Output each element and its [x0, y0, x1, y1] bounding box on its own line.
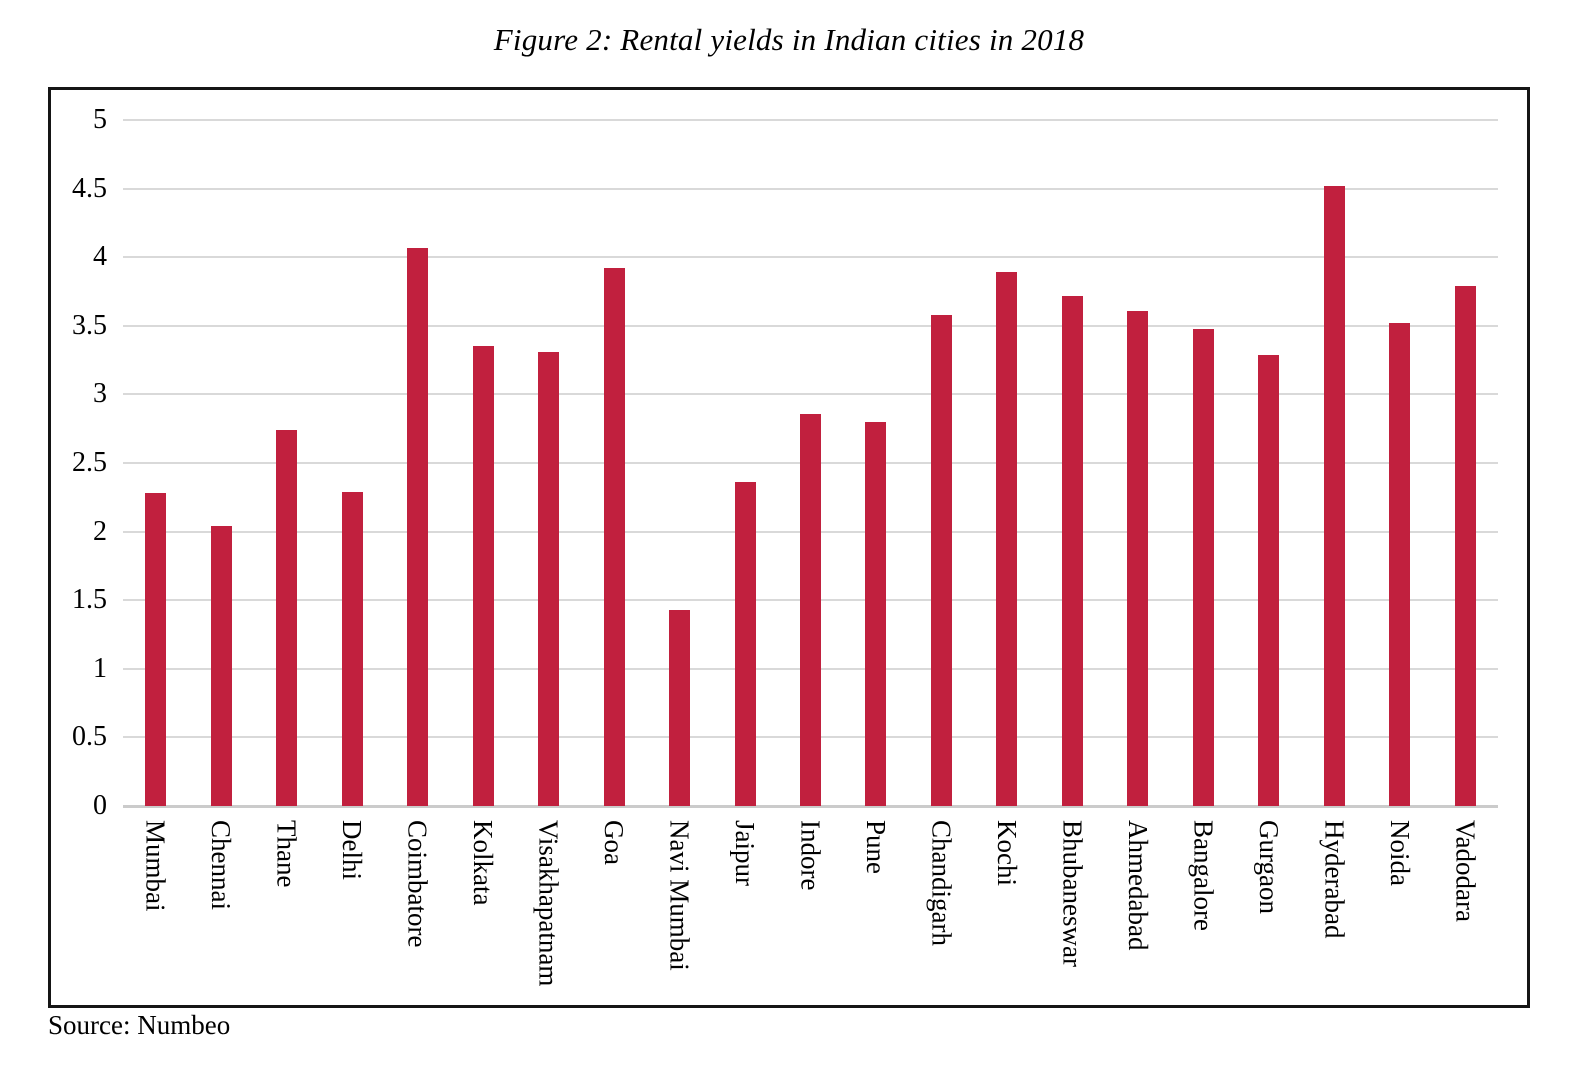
bar-goa	[603, 268, 625, 806]
x-category-label: Mumbai	[140, 820, 171, 912]
x-category-label: Noida	[1384, 820, 1415, 886]
bar-chennai	[210, 526, 232, 806]
bar-bhubaneswar	[1061, 295, 1083, 806]
bar-chandigarh	[930, 314, 952, 806]
x-category-label: Chennai	[206, 820, 237, 910]
y-tick-label: 4	[93, 241, 107, 273]
x-category-label: Delhi	[337, 820, 368, 880]
bar-coimbatore	[407, 247, 429, 806]
chart-frame: 5 4.5 4 3.5 3 2.5 2 1.5 1 0.5 0 Mumbai Chennai Thane D…	[48, 87, 1530, 1008]
bar-indore	[800, 413, 821, 806]
gridline	[123, 256, 1498, 259]
x-category-label: Chandigarh	[926, 820, 957, 946]
y-tick-label: 2.5	[72, 447, 107, 478]
bar-kochi	[996, 272, 1018, 806]
x-category-label: Coimbatore	[402, 820, 433, 948]
bar-noida	[1389, 323, 1411, 806]
bar-bangalore	[1192, 328, 1214, 806]
chart-title: Figure 2: Rental yields in Indian cities…	[493, 22, 1085, 57]
bar-visakhapatnam	[538, 351, 560, 806]
x-axis-line	[123, 804, 1498, 808]
x-category-label: Indore	[795, 820, 826, 891]
x-category-label: Kolkata	[468, 820, 499, 906]
bar-delhi	[341, 491, 363, 806]
bar-hyderabad	[1323, 185, 1345, 806]
bar-navi-mumbai	[669, 609, 691, 806]
y-tick-label: 2	[93, 515, 107, 547]
bar-gurgaon	[1258, 354, 1280, 806]
bar-mumbai	[145, 493, 167, 806]
bar-vadodara	[1454, 286, 1476, 806]
bar-ahmedabad	[1127, 310, 1149, 806]
x-category-label: Visakhapatnam	[533, 820, 564, 987]
bar-thane	[276, 430, 298, 806]
x-category-label: Bhubaneswar	[1057, 820, 1088, 967]
y-tick-label: 5	[93, 104, 107, 135]
y-tick-label: 0.5	[72, 721, 107, 753]
y-tick-label: 3.5	[72, 309, 107, 341]
x-category-label: Ahmedabad	[1122, 820, 1153, 951]
y-tick-label: 3	[93, 378, 107, 410]
x-category-label: Goa	[599, 820, 630, 865]
x-category-label: Thane	[271, 820, 302, 888]
bar-pune	[865, 421, 887, 806]
x-category-label: Pune	[860, 820, 891, 874]
gridline	[123, 324, 1498, 327]
bar-kolkata	[472, 346, 494, 806]
x-category-label: Hyderabad	[1319, 820, 1350, 939]
gridline	[123, 119, 1498, 121]
x-category-label: Kochi	[991, 820, 1022, 886]
y-tick-label: 0	[93, 790, 107, 821]
y-tick-label: 4.5	[72, 172, 107, 204]
source-caption: Source: Numbeo	[48, 1010, 231, 1040]
x-category-label: Vadodara	[1450, 820, 1481, 922]
gridline	[123, 187, 1498, 190]
y-tick-label: 1	[93, 652, 107, 684]
gridline	[123, 393, 1498, 396]
bar-jaipur	[734, 482, 756, 806]
x-category-label: Navi Mumbai	[664, 820, 695, 971]
x-category-label: Jaipur	[730, 820, 761, 886]
x-category-label: Gurgaon	[1253, 820, 1284, 914]
y-tick-label: 1.5	[72, 584, 107, 616]
x-category-label: Bangalore	[1188, 820, 1219, 931]
